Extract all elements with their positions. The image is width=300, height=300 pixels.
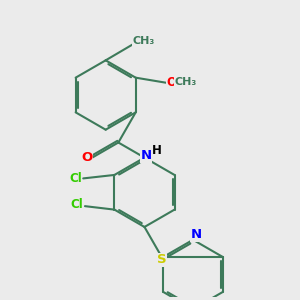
Text: Cl: Cl xyxy=(69,172,82,185)
Text: O: O xyxy=(81,151,92,164)
Text: N: N xyxy=(141,149,152,162)
Text: N: N xyxy=(190,228,201,241)
Text: H: H xyxy=(152,144,162,157)
Text: S: S xyxy=(157,254,166,266)
Text: CH₃: CH₃ xyxy=(133,36,155,46)
Text: CH₃: CH₃ xyxy=(174,77,196,87)
Text: O: O xyxy=(166,76,176,89)
Text: Cl: Cl xyxy=(71,198,83,211)
